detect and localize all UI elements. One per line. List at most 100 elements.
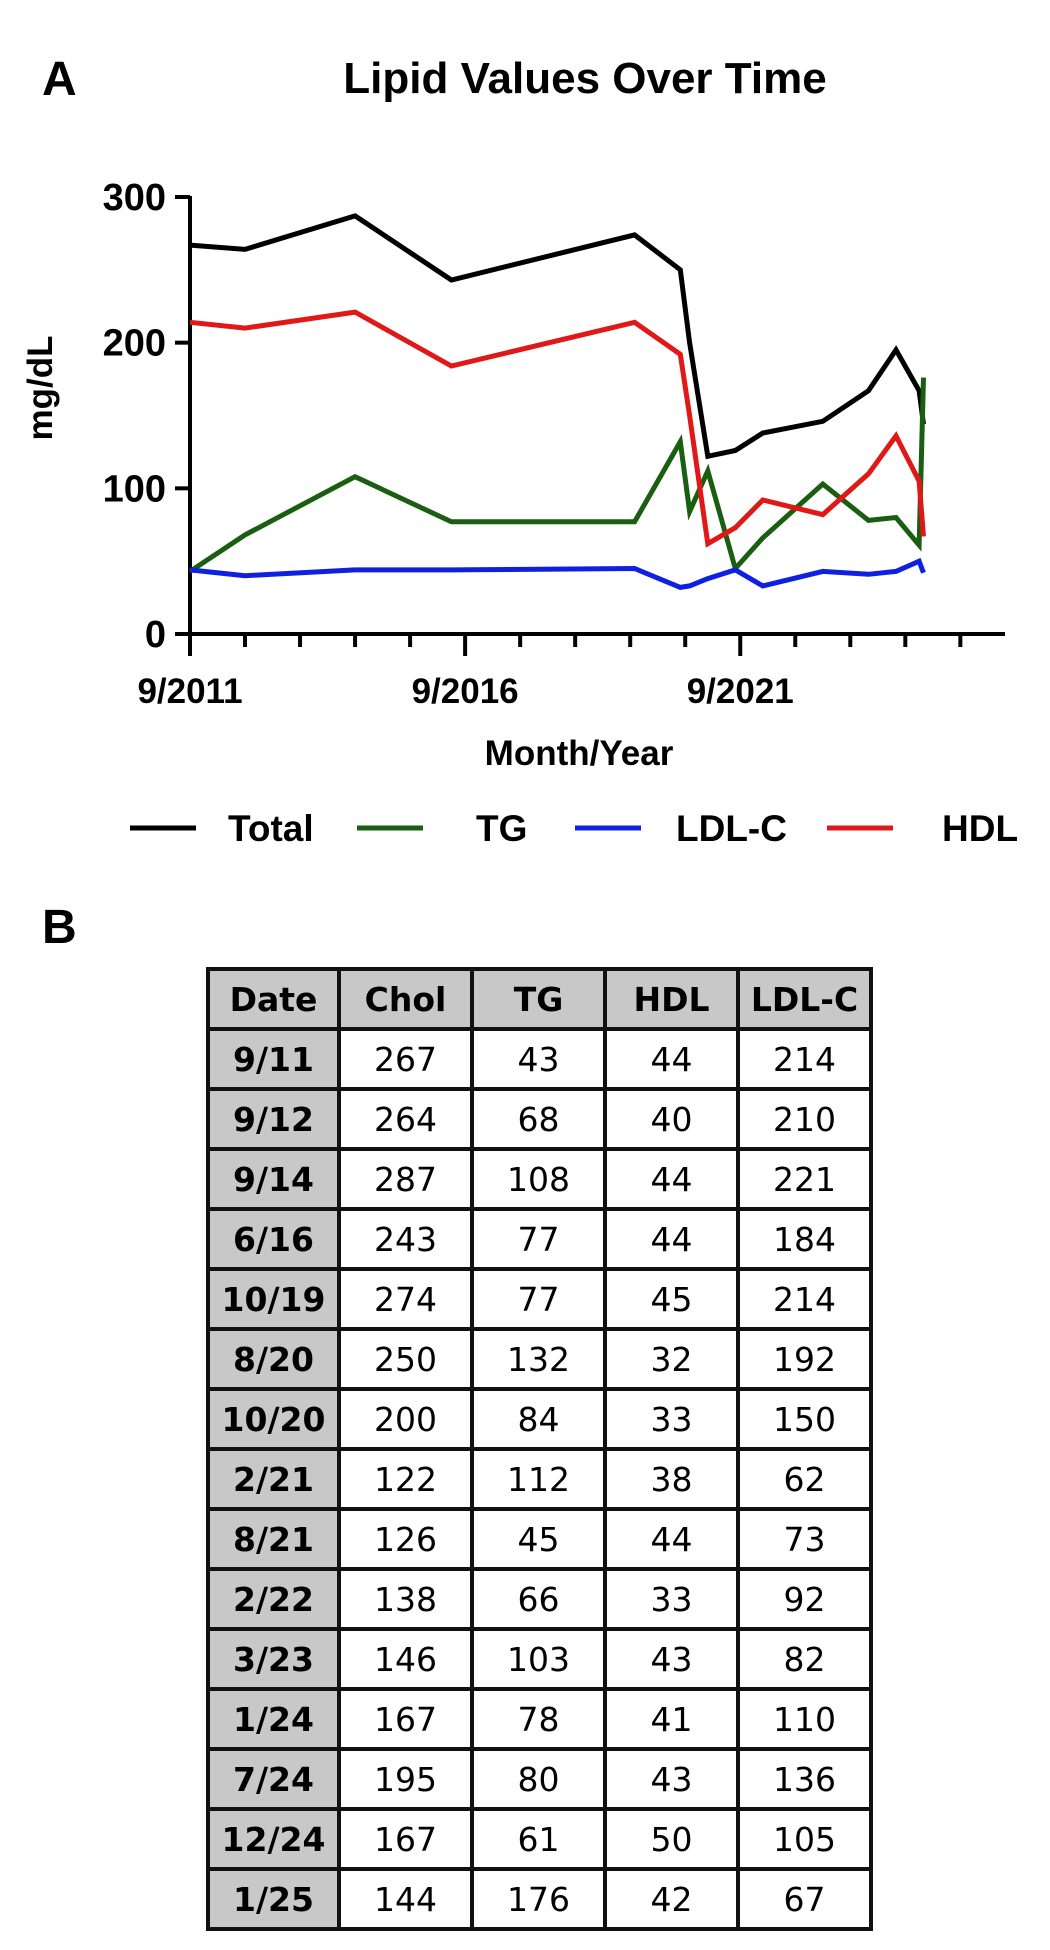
table-cell-hdl: 33 — [603, 1387, 740, 1451]
table-cell-hdl: 38 — [603, 1447, 740, 1511]
series-line-ldl-c — [189, 557, 926, 590]
table-cell-date: 10/19 — [206, 1267, 341, 1331]
table-cell-date: 9/14 — [206, 1147, 341, 1211]
table-row: 3/23 146 103 43 82 — [206, 1627, 873, 1691]
table-cell-tg: 77 — [470, 1267, 607, 1331]
table-cell-ldl-c: 67 — [736, 1867, 873, 1931]
series-line-hdl — [189, 309, 926, 548]
y-tick-label: 200 — [103, 323, 166, 365]
table-cell-hdl: 44 — [603, 1147, 740, 1211]
table-cell-ldl-c: 82 — [736, 1627, 873, 1691]
table-cell-chol: 122 — [337, 1447, 474, 1511]
table-cell-hdl: 43 — [603, 1627, 740, 1691]
legend-label-hdl: HDL — [942, 808, 1018, 849]
x-tick-label: 9/2011 — [137, 672, 242, 711]
table-cell-date: 8/20 — [206, 1327, 341, 1391]
table-cell-ldl-c: 221 — [736, 1147, 873, 1211]
table-cell-tg: 68 — [470, 1087, 607, 1151]
table-cell-date: 9/12 — [206, 1087, 341, 1151]
table-cell-tg: 176 — [470, 1867, 607, 1931]
y-tick-label: 300 — [103, 177, 166, 219]
table-cell-date: 10/20 — [206, 1387, 341, 1451]
table-cell-hdl: 45 — [603, 1267, 740, 1331]
table-row: 1/24 167 78 41 110 — [206, 1687, 873, 1751]
table-header-tg: TG — [470, 967, 607, 1031]
table-cell-chol: 144 — [337, 1867, 474, 1931]
table-cell-tg: 78 — [470, 1687, 607, 1751]
table-cell-ldl-c: 105 — [736, 1807, 873, 1871]
table-row: 2/22 138 66 33 92 — [206, 1567, 873, 1631]
table-cell-date: 2/21 — [206, 1447, 341, 1511]
table-cell-chol: 167 — [337, 1807, 474, 1871]
table-cell-ldl-c: 62 — [736, 1447, 873, 1511]
table-cell-date: 9/11 — [206, 1027, 341, 1091]
table-header-hdl: HDL — [603, 967, 740, 1031]
table-cell-tg: 108 — [470, 1147, 607, 1211]
table-row: 8/21 126 45 44 73 — [206, 1507, 873, 1571]
table-cell-ldl-c: 184 — [736, 1207, 873, 1271]
table-cell-chol: 264 — [337, 1087, 474, 1151]
table-row: 2/21 122 112 38 62 — [206, 1447, 873, 1511]
table-cell-ldl-c: 150 — [736, 1387, 873, 1451]
series-line-tg — [188, 377, 926, 574]
table-cell-hdl: 42 — [603, 1867, 740, 1931]
lipid-values-table: Date Chol TG HDL LDL-C 9/11 267 43 44 214 9/1… — [206, 967, 873, 1931]
table-cell-date: 8/21 — [206, 1507, 341, 1571]
table-row: 9/11 267 43 44 214 — [206, 1027, 873, 1091]
table-cell-hdl: 40 — [603, 1087, 740, 1151]
table-cell-ldl-c: 214 — [736, 1027, 873, 1091]
table-cell-date: 3/23 — [206, 1627, 341, 1691]
table-cell-tg: 66 — [470, 1567, 607, 1631]
table-cell-chol: 195 — [337, 1747, 474, 1811]
table-cell-hdl: 33 — [603, 1567, 740, 1631]
table-body: 9/11 267 43 44 214 9/12 264 68 40 210 9/14 287 108 44… — [206, 1027, 873, 1931]
table-cell-tg: 103 — [470, 1627, 607, 1691]
legend-label-tg: TG — [476, 808, 527, 849]
table-cell-ldl-c: 210 — [736, 1087, 873, 1151]
table-cell-date: 1/25 — [206, 1867, 341, 1931]
table-cell-tg: 43 — [470, 1027, 607, 1091]
table-cell-tg: 132 — [470, 1327, 607, 1391]
table-cell-hdl: 44 — [603, 1027, 740, 1091]
table-cell-date: 6/16 — [206, 1207, 341, 1271]
table-cell-ldl-c: 92 — [736, 1567, 873, 1631]
table-cell-tg: 84 — [470, 1387, 607, 1451]
table-cell-hdl: 44 — [603, 1507, 740, 1571]
panel-a-label: A — [42, 53, 77, 106]
table-row: 8/20 250 132 32 192 — [206, 1327, 873, 1391]
table-cell-hdl: 44 — [603, 1207, 740, 1271]
legend-label-total: Total — [228, 808, 314, 849]
table-cell-chol: 250 — [337, 1327, 474, 1391]
series-line-total — [189, 213, 926, 460]
x-axis-label: Month/Year — [485, 734, 674, 773]
table-cell-tg: 61 — [470, 1807, 607, 1871]
y-tick-label: 100 — [103, 468, 166, 510]
table-cell-chol: 167 — [337, 1687, 474, 1751]
chart-series — [188, 213, 926, 590]
table-cell-chol: 200 — [337, 1387, 474, 1451]
table-cell-hdl: 41 — [603, 1687, 740, 1751]
table-cell-hdl: 50 — [603, 1807, 740, 1871]
table-cell-tg: 77 — [470, 1207, 607, 1271]
chart-legend: Total TG LDL-C HDL — [130, 808, 1018, 849]
table-row: 12/24 167 61 50 105 — [206, 1807, 873, 1871]
table-row: 9/12 264 68 40 210 — [206, 1087, 873, 1151]
table-cell-chol: 138 — [337, 1567, 474, 1631]
table-cell-ldl-c: 192 — [736, 1327, 873, 1391]
y-tick-label: 0 — [145, 614, 166, 656]
table-header-date: Date — [206, 967, 341, 1031]
table-cell-date: 7/24 — [206, 1747, 341, 1811]
table-cell-tg: 112 — [470, 1447, 607, 1511]
table-header-row: Date Chol TG HDL LDL-C — [206, 967, 873, 1031]
table-row: 10/20 200 84 33 150 — [206, 1387, 873, 1451]
table-cell-ldl-c: 73 — [736, 1507, 873, 1571]
table-row: 9/14 287 108 44 221 — [206, 1147, 873, 1211]
chart-axes: 0 100 200 300 9/2011 9/2016 9/2021 — [103, 177, 1005, 711]
table-cell-tg: 80 — [470, 1747, 607, 1811]
chart-title: Lipid Values Over Time — [343, 54, 826, 103]
panel-b-label: B — [42, 901, 77, 954]
table-cell-chol: 243 — [337, 1207, 474, 1271]
table-cell-chol: 146 — [337, 1627, 474, 1691]
table-row: 6/16 243 77 44 184 — [206, 1207, 873, 1271]
x-tick-label: 9/2016 — [412, 672, 519, 711]
